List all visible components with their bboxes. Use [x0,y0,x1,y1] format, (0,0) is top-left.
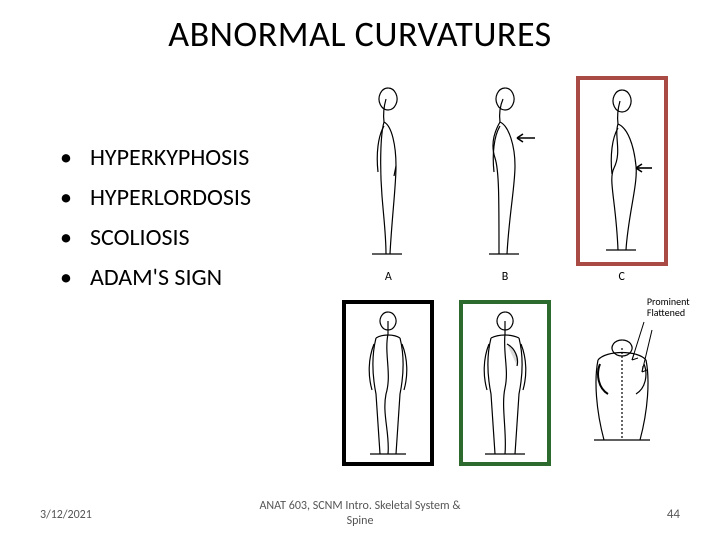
figure-c: C [572,76,672,286]
figure-f-svg [576,300,668,458]
footer-page-number: 44 [667,507,680,522]
figure-e [455,300,555,470]
bottom-figure-row: Prominent Flattened [330,300,680,480]
figure-a-svg [342,76,434,266]
bullet-list: HYPERKYPHOSIS HYPERLORDOSIS SCOLIOSIS AD… [60,140,251,300]
figure-d-svg [346,304,430,462]
figure-c-svg [580,80,664,262]
figure-a-label: A [385,270,392,284]
footer-center: ANAT 603, SCNM Intro. Skeletal System &S… [0,499,720,528]
slide-title: ABNORMAL CURVATURES [0,12,720,56]
figure-d [338,300,438,470]
figure-b-label: B [502,270,509,284]
bullet-item: SCOLIOSIS [60,220,251,256]
figure-b: B [455,76,555,286]
bullet-item: HYPERLORDOSIS [60,180,251,216]
bullet-item: ADAM'S SIGN [60,260,251,296]
figure-b-svg [459,76,551,266]
top-figure-row: A B [330,56,680,286]
bullet-item: HYPERKYPHOSIS [60,140,251,176]
figure-e-svg [463,304,547,462]
figure-c-label: C [618,270,624,284]
figure-f: Prominent Flattened [572,300,672,470]
figure-a: A [338,76,438,286]
